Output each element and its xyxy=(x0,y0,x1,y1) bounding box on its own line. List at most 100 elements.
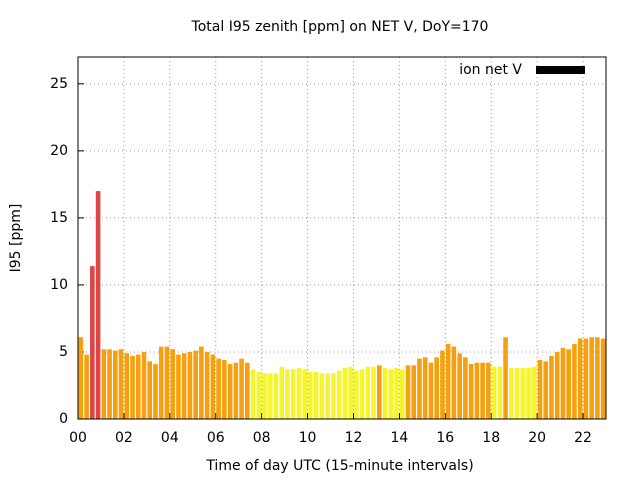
bar xyxy=(204,351,210,419)
bar xyxy=(497,366,503,419)
bar xyxy=(405,365,411,419)
bar xyxy=(181,353,187,419)
bar xyxy=(296,368,302,419)
bar xyxy=(319,373,325,419)
bar xyxy=(474,362,480,419)
bar xyxy=(210,354,216,419)
bar xyxy=(158,346,164,419)
bar xyxy=(130,355,135,419)
legend-label: ion net V xyxy=(459,62,522,78)
y-tick-label: 10 xyxy=(50,277,68,293)
x-tick-label: 14 xyxy=(390,430,408,446)
bar xyxy=(394,368,399,419)
bar xyxy=(411,365,417,419)
bar xyxy=(509,368,514,419)
bar xyxy=(359,369,365,419)
bar xyxy=(514,368,520,419)
bar xyxy=(531,366,537,419)
y-tick-label: 15 xyxy=(50,210,68,226)
chart-title: Total I95 zenith [ppm] on NET V, DoY=170 xyxy=(191,19,489,35)
bar xyxy=(595,337,600,419)
bar xyxy=(371,366,376,419)
bar xyxy=(279,366,285,419)
x-axis-label: Time of day UTC (15-minute intervals) xyxy=(205,458,473,474)
bar xyxy=(480,362,485,419)
y-axis-label: I95 [ppm] xyxy=(8,204,24,273)
bar xyxy=(457,353,462,419)
bar xyxy=(377,365,382,419)
bar xyxy=(227,364,233,419)
bar xyxy=(308,372,313,419)
bar xyxy=(554,351,560,419)
bar xyxy=(239,358,244,419)
bar xyxy=(543,361,549,419)
x-tick-label: 16 xyxy=(436,430,454,446)
legend-swatch xyxy=(536,66,585,74)
bar xyxy=(520,368,526,419)
bar xyxy=(417,358,422,419)
bar xyxy=(141,351,147,419)
bar xyxy=(124,353,130,419)
bar xyxy=(451,346,457,419)
bar xyxy=(537,360,543,419)
bar xyxy=(399,369,405,419)
bar xyxy=(290,369,296,419)
bar xyxy=(222,360,227,419)
bar xyxy=(84,354,89,419)
bar xyxy=(193,350,198,419)
bar xyxy=(256,372,262,419)
bar xyxy=(348,366,353,419)
bar xyxy=(445,343,451,419)
y-tick-label: 25 xyxy=(50,76,68,92)
bar xyxy=(273,373,279,419)
bar xyxy=(262,373,267,419)
bar xyxy=(428,362,434,419)
bar xyxy=(526,368,531,419)
x-tick-label: 06 xyxy=(207,430,225,446)
bar xyxy=(233,362,239,419)
x-tick-label: 08 xyxy=(253,430,271,446)
bar xyxy=(336,370,342,419)
bar xyxy=(147,361,153,419)
x-tick-label: 00 xyxy=(69,430,87,446)
bar xyxy=(187,351,193,419)
bar xyxy=(382,368,388,419)
bar xyxy=(365,366,371,419)
x-tick-label: 12 xyxy=(345,430,363,446)
bar xyxy=(101,349,107,419)
bar xyxy=(583,338,589,419)
x-tick-label: 02 xyxy=(115,430,133,446)
y-tick-label: 5 xyxy=(59,344,68,360)
bar xyxy=(176,354,181,419)
bar xyxy=(434,357,439,419)
bar xyxy=(118,349,124,419)
bar xyxy=(153,364,158,419)
y-tick-label: 0 xyxy=(59,411,68,427)
bar xyxy=(468,364,474,419)
bar xyxy=(549,355,554,419)
bar xyxy=(440,350,445,419)
bar xyxy=(600,338,606,419)
bar xyxy=(422,357,428,419)
bar xyxy=(199,346,204,419)
bar xyxy=(302,369,307,419)
bar xyxy=(78,337,84,419)
x-tick-label: 22 xyxy=(574,430,592,446)
bar xyxy=(250,369,256,419)
bar xyxy=(325,373,330,419)
x-tick-label: 20 xyxy=(528,430,546,446)
bar xyxy=(135,354,141,419)
bar xyxy=(566,349,571,419)
bar xyxy=(170,349,175,419)
x-tick-label: 10 xyxy=(299,430,317,446)
bar xyxy=(354,370,359,419)
bar xyxy=(95,191,101,419)
bar xyxy=(388,369,394,419)
bar xyxy=(113,350,118,419)
bar xyxy=(313,372,319,419)
plot-frame xyxy=(77,56,607,420)
bar xyxy=(267,373,273,419)
bar xyxy=(107,349,112,419)
bar xyxy=(491,366,497,419)
